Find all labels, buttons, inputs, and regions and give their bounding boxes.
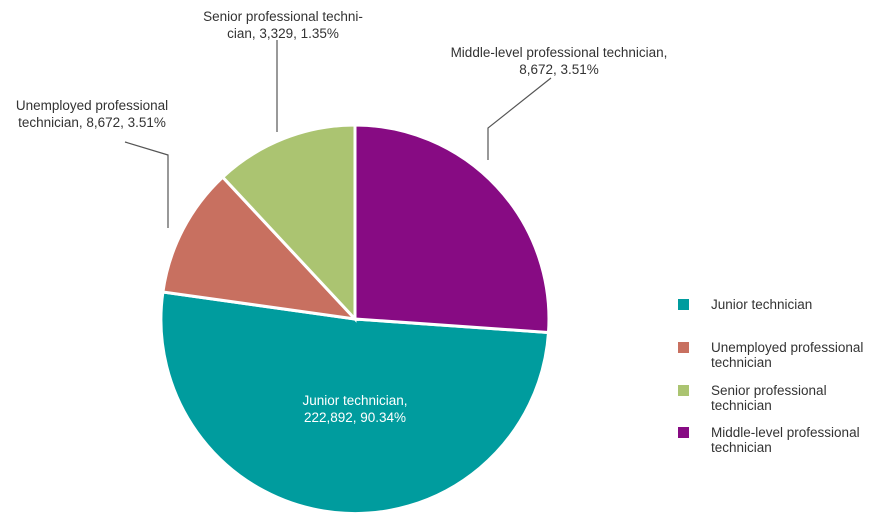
legend-item[interactable]: Middle-level professional technician bbox=[678, 425, 860, 455]
legend-item[interactable]: Unemployed professional technician bbox=[678, 340, 863, 370]
data-label: Unemployed professional technician, 8,672… bbox=[16, 98, 168, 130]
legend-swatch bbox=[678, 385, 689, 396]
legend-swatch bbox=[678, 299, 689, 310]
legend-label: Junior technician bbox=[711, 297, 812, 312]
legend-label: Unemployed professional technician bbox=[711, 340, 863, 370]
leader-line bbox=[487, 77, 552, 160]
pie-slice-senior-professional-technician[interactable] bbox=[220, 123, 357, 323]
data-label: Middle-level professional technician, 8,6… bbox=[451, 45, 668, 77]
data-label: Junior technician, 222,892, 90.34% bbox=[302, 393, 407, 425]
pie-slice-unemployed-professional-technician[interactable] bbox=[161, 174, 359, 322]
legend-item[interactable]: Junior technician bbox=[678, 297, 812, 312]
legend-item[interactable]: Senior professional technician bbox=[678, 383, 827, 413]
data-label: Senior professional techni-cian, 3,329, … bbox=[203, 9, 363, 41]
legend-label: Senior professional technician bbox=[711, 383, 827, 413]
leader-line bbox=[124, 141, 169, 228]
legend-swatch bbox=[678, 427, 689, 438]
legend-swatch bbox=[678, 342, 689, 353]
pie-slice-middle-level-professional-technician[interactable] bbox=[353, 123, 551, 335]
legend-label: Middle-level professional technician bbox=[711, 425, 860, 455]
